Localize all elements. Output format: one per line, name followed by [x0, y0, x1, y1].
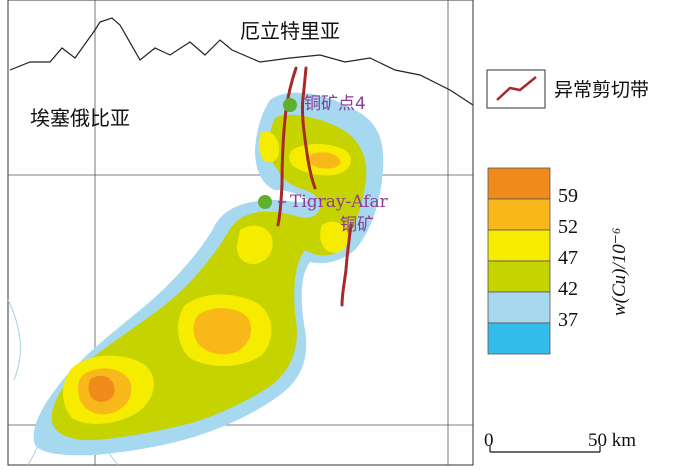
colorbar-tick: 37 [558, 309, 578, 331]
anomaly-zone-47-52 [258, 131, 280, 163]
river [7, 299, 21, 381]
scale-bar-zero: 0 [484, 430, 494, 451]
copper-point-4-label: 铜矿点4 [304, 94, 366, 114]
colorbar-tick: 59 [558, 185, 578, 207]
colorbar-tick: 42 [558, 278, 578, 300]
shear-zone-line [301, 66, 317, 190]
tigray-afar-marker[interactable] [258, 195, 272, 209]
scale-bar: 0 50 km [484, 430, 636, 453]
shear-zone-line [340, 223, 353, 307]
scale-bar-distance: 50 km [588, 430, 636, 451]
colorbar-swatch [487, 229, 551, 262]
colorbar: 59 52 47 42 37 w(Cu)/10⁻⁶ [487, 167, 630, 355]
anomaly-zone-above-59 [88, 375, 115, 402]
anomaly-zone-52-59 [308, 152, 341, 169]
colorbar-swatch [487, 322, 551, 355]
colorbar-title: w(Cu)/10⁻⁶ [609, 228, 630, 316]
colorbar-swatch [487, 198, 551, 231]
anomaly-zone-47-52 [236, 225, 273, 265]
country-label-eritrea: 厄立特里亚 [240, 19, 340, 43]
colorbar-tick: 52 [558, 216, 578, 238]
anomaly-zone-52-59 [193, 308, 252, 355]
shear-zone-legend: 异常剪切带 [486, 69, 649, 109]
shear-zone-legend-line [496, 76, 537, 101]
copper-point-4-marker[interactable] [283, 98, 297, 112]
colorbar-swatch [487, 167, 551, 200]
shear-zone-line [276, 66, 298, 227]
shear-zone-legend-label: 异常剪切带 [554, 79, 649, 101]
anomaly-zone-47-52 [320, 221, 349, 253]
colorbar-tick: 47 [558, 247, 578, 269]
country-border [9, 17, 474, 106]
colorbar-swatch [487, 260, 551, 293]
tigray-afar-label: Tigray-Afar [290, 192, 389, 212]
country-label-ethiopia: 埃塞俄比亚 [30, 106, 130, 130]
colorbar-swatch [487, 291, 551, 324]
tigray-afar-suffix-label: 铜矿 [340, 215, 374, 235]
